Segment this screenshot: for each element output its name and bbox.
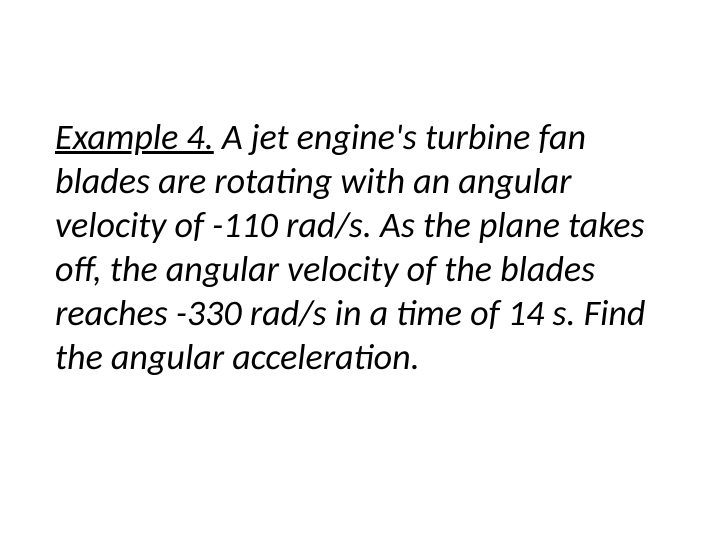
slide-container: Example 4. A jet engine's turbine fan bl…	[0, 0, 720, 540]
problem-paragraph: Example 4. A jet engine's turbine fan bl…	[55, 116, 665, 379]
example-heading: Example 4.	[55, 115, 214, 159]
